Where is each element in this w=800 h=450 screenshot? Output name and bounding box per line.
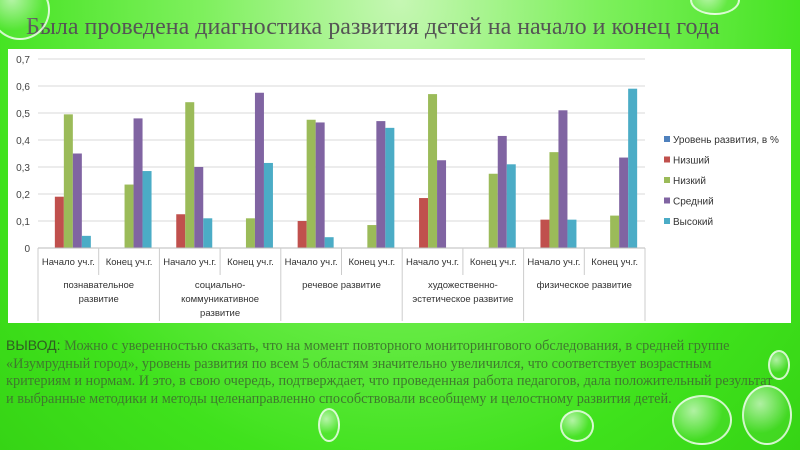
conclusion-text: ВЫВОД: Можно с уверенностью сказать, что…: [6, 337, 776, 408]
bar-Низший: [419, 198, 429, 248]
water-drop-decoration: [318, 408, 340, 442]
water-drop-decoration: [768, 350, 790, 380]
category-label: Начало уч.г.: [163, 257, 216, 268]
y-tick-label: 0,2: [16, 190, 30, 201]
category-label: Конец уч.г.: [470, 257, 517, 268]
y-tick-label: 0,1: [16, 217, 30, 228]
y-tick-label: 0,7: [16, 55, 30, 66]
bar-Низкий: [306, 119, 316, 248]
bar-Высокий: [385, 127, 395, 248]
bar-Высокий: [324, 237, 334, 248]
category-label: Конец уч.г.: [348, 257, 395, 268]
bar-Средний: [437, 160, 447, 248]
bar-Низкий: [63, 114, 73, 248]
bar-Высокий: [628, 88, 638, 248]
bar-Высокий: [263, 162, 273, 248]
bar-Средний: [72, 153, 82, 248]
bar-Низкий: [367, 225, 377, 248]
legend-swatch: [664, 156, 670, 163]
category-label: Начало уч.г.: [42, 257, 95, 268]
legend-label: Низкий: [673, 176, 706, 187]
bar-Низкий: [124, 184, 134, 248]
bar-Низкий: [610, 215, 620, 248]
bar-Низкий: [185, 102, 195, 248]
legend-label: Уровень развития, в %: [673, 135, 779, 146]
bar-Высокий: [142, 171, 152, 248]
group-label: речевое развитие: [302, 280, 381, 291]
bar-Средний: [254, 92, 264, 248]
y-tick-label: 0,4: [16, 136, 30, 147]
slide-title: Была проведена диагностика развития дете…: [26, 14, 720, 40]
bar-Низший: [297, 221, 307, 248]
category-label: Начало уч.г.: [285, 257, 338, 268]
bar-Средний: [315, 122, 325, 248]
category-label: Конец уч.г.: [106, 257, 153, 268]
bar-chart: 0 0,1 0,2 0,3 0,4 0,5 0,6 0,7 Начало уч.г. Конец …: [16, 55, 779, 321]
bar-Средний: [194, 167, 204, 248]
water-drop-decoration: [560, 410, 594, 442]
legend-swatch: [664, 218, 670, 224]
bar-Низкий: [428, 94, 438, 248]
bar-Низший: [54, 196, 64, 248]
legend-label: Средний: [673, 197, 714, 208]
bar-Низший: [540, 219, 550, 248]
y-tick-label: 0,5: [16, 109, 30, 120]
bar-Средний: [558, 110, 568, 248]
water-drop-decoration: [672, 395, 732, 445]
bar-Высокий: [506, 164, 516, 248]
y-tick-label: 0,6: [16, 82, 30, 93]
bar-Низший: [176, 214, 186, 248]
bar-Высокий: [81, 235, 91, 248]
legend-label: Высокий: [673, 217, 713, 228]
water-drop-decoration: [742, 385, 792, 445]
legend-swatch: [664, 197, 670, 204]
y-tick-label: 0,3: [16, 163, 30, 174]
conclusion-lead: ВЫВОД:: [6, 337, 61, 353]
bar-Средний: [497, 135, 507, 248]
water-drop-decoration: [690, 0, 740, 15]
conclusion-body: Можно с уверенностью сказать, что на мом…: [6, 338, 773, 407]
category-label: Конец уч.г.: [591, 257, 638, 268]
y-tick-label: 0: [24, 244, 30, 255]
group-label: художественно-эстетическое развитие: [412, 280, 513, 305]
category-label: Начало уч.г.: [406, 257, 459, 268]
category-label: Конец уч.г.: [227, 257, 274, 268]
bar-Низкий: [488, 173, 498, 248]
chart-container: 0 0,1 0,2 0,3 0,4 0,5 0,6 0,7 Начало уч.г. Конец …: [8, 49, 791, 323]
bar-Высокий: [203, 218, 213, 248]
legend-swatch: [664, 136, 670, 142]
group-label: социально-коммуникативное развитие: [181, 280, 259, 319]
legend-label: Низший: [673, 156, 710, 167]
category-label: Начало уч.г.: [527, 257, 580, 268]
bar-Низкий: [549, 152, 559, 248]
bar-Низкий: [245, 218, 255, 248]
bar-Средний: [376, 121, 386, 248]
group-label: физическое развитие: [537, 280, 632, 291]
group-label: познавательное развитие: [63, 280, 134, 305]
bar-Средний: [133, 118, 143, 249]
legend-swatch: [664, 177, 670, 183]
bar-Высокий: [567, 219, 577, 248]
bar-Средний: [619, 157, 629, 248]
